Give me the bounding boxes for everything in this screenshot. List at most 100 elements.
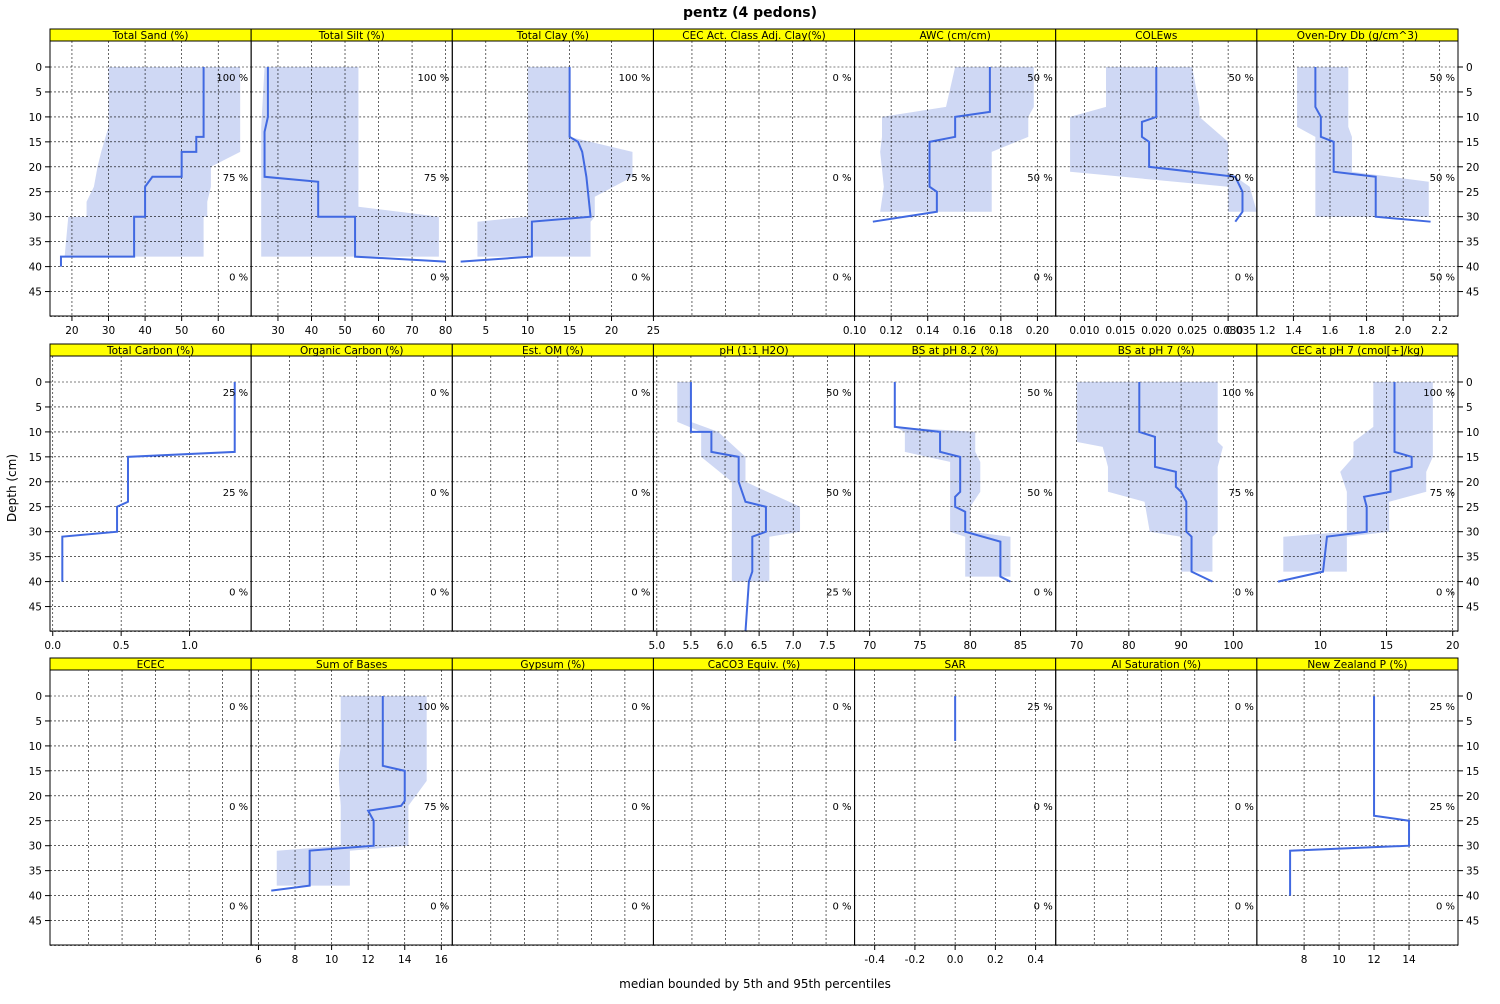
median-line	[689, 382, 767, 632]
percentile-band	[1283, 382, 1433, 572]
data-coverage-label: 50 %	[826, 488, 851, 499]
y-tick-label: 5	[35, 402, 42, 414]
panel-strip-label: Total Sand (%)	[112, 30, 189, 42]
y-tick-label: 15	[1466, 766, 1479, 778]
percentile-band	[276, 696, 427, 886]
panel-strip-label: New Zealand P (%)	[1307, 659, 1407, 671]
data-coverage-label: 0 %	[1034, 802, 1053, 813]
percentile-band	[1070, 67, 1257, 212]
y-tick-label: 35	[29, 552, 42, 564]
y-tick-label: 20	[29, 791, 42, 803]
data-coverage-label: 75 %	[424, 802, 449, 813]
data-coverage-label: 0 %	[229, 588, 248, 599]
x-tick-label: 0.0	[947, 954, 964, 966]
y-tick-label: 20	[1466, 162, 1479, 174]
panels-layer: Total Sand (%)100 %75 %0 %20 30 40 50 60Tota…	[29, 28, 1479, 966]
data-coverage-label: 0 %	[430, 902, 449, 913]
data-coverage-label: 0 %	[833, 902, 852, 913]
y-tick-label: 15	[29, 766, 42, 778]
panel-19: SAR 25 % 0 % 0 % -0.4 -0.2 0.0 0.2 0.4	[854, 657, 1057, 966]
data-coverage-label: 0 %	[229, 702, 248, 713]
y-tick-label: 20	[29, 477, 42, 489]
data-coverage-label: 0 %	[1436, 588, 1455, 599]
y-tick-label: 35	[1466, 237, 1479, 249]
x-tick-label: 12	[1367, 954, 1380, 966]
x-tick-label: 20	[1446, 640, 1459, 652]
y-tick-label: 30	[1466, 527, 1479, 539]
panel-strip-label: Est. OM (%)	[522, 345, 584, 357]
panel-border	[652, 669, 856, 946]
x-tick-label: 100	[1223, 640, 1243, 652]
panel-border	[49, 669, 252, 946]
y-tick-label: 30	[29, 841, 42, 853]
data-coverage-label: 0 %	[229, 802, 248, 813]
panel-strip-label: Gypsum (%)	[520, 659, 585, 671]
panel-strip-label: Total Carbon (%)	[106, 345, 194, 357]
y-tick-label: 40	[1466, 262, 1479, 274]
data-coverage-label: 100 %	[418, 702, 450, 713]
data-coverage-label: 50 %	[1430, 73, 1455, 84]
panel-4: CEC Act. Class Adj. Clay(%) 0 % 0 % 0 %	[652, 28, 856, 317]
panel-11: pH (1:1 H2O) 50 % 50 % 25 % 5.0 5.5 6.0 6.5 7.0 7…	[648, 343, 856, 652]
chart-title: pentz (4 pedons)	[683, 5, 817, 21]
data-coverage-label: 50 %	[1228, 73, 1253, 84]
x-tick-label: 80	[439, 325, 452, 337]
x-tick-label: 6.5	[751, 640, 768, 652]
data-coverage-label: 50 %	[1228, 173, 1253, 184]
data-coverage-label: 0 %	[631, 388, 650, 399]
data-coverage-label: 0 %	[430, 588, 449, 599]
data-coverage-label: 0 %	[833, 702, 852, 713]
y-tick-label: 30	[29, 527, 42, 539]
x-tick-label: 14	[398, 954, 412, 966]
median-line	[271, 696, 406, 892]
y-tick-label: 5	[35, 716, 42, 728]
y-tick-label: 10	[1466, 741, 1479, 753]
percentile-band	[894, 382, 1011, 577]
panel-strip-label: Al Saturation (%)	[1111, 659, 1201, 671]
data-coverage-label: 0 %	[833, 273, 852, 284]
x-tick-label: 7.5	[819, 640, 836, 652]
y-tick-label: 5	[1466, 402, 1473, 414]
panel-strip-label: Total Clay (%)	[516, 30, 589, 42]
x-tick-label: 0.18	[989, 325, 1012, 337]
panel-7: Oven-Dry Db (g/cm^3) 50 % 50 % 50 % 1.4 1.6 1.…	[1256, 28, 1459, 337]
x-tick-label: 0.035	[1226, 325, 1256, 337]
panel-5: AWC (cm/cm) 50 % 50 % 0 % 0.10 0.12 0.14 0.16 0.…	[843, 28, 1057, 337]
x-tick-label: 0.10	[843, 325, 866, 337]
x-tick-label: 5.0	[648, 640, 665, 652]
data-coverage-label: 0 %	[631, 702, 650, 713]
data-coverage-label: 25 %	[1027, 702, 1052, 713]
x-tick-label: 70	[405, 325, 418, 337]
y-tick-label: 30	[1466, 841, 1479, 853]
panel-strip-label: CEC at pH 7 (cmol[+]/kg)	[1291, 345, 1424, 357]
panel-border	[49, 355, 252, 632]
data-coverage-label: 0 %	[1034, 588, 1053, 599]
median-line	[460, 67, 592, 263]
panel-strip-label: Sum of Bases	[316, 659, 387, 671]
y-tick-label: 25	[29, 187, 42, 199]
x-tick-label: 10	[521, 325, 534, 337]
data-coverage-label: 0 %	[631, 273, 650, 284]
y-tick-label: 15	[29, 137, 42, 149]
panel-21: New Zealand P (%) 25 % 25 % 0 % 8 10 12 14	[1256, 657, 1459, 966]
y-tick-label: 15	[1466, 452, 1479, 464]
x-tick-label: 85	[1014, 640, 1027, 652]
data-coverage-label: 0 %	[631, 588, 650, 599]
x-tick-label: 0.20	[1026, 325, 1049, 337]
y-tick-label: 45	[29, 916, 42, 928]
x-tick-label: 8	[1301, 954, 1308, 966]
x-tick-label: 50	[175, 325, 188, 337]
x-tick-label: 0.5	[113, 640, 130, 652]
x-tick-label: 10	[325, 954, 338, 966]
median-line	[872, 67, 991, 223]
y-tick-label: 35	[1466, 866, 1479, 878]
y-tick-label: 0	[1466, 62, 1473, 74]
y-tick-label: 25	[1466, 187, 1479, 199]
data-coverage-label: 75 %	[223, 173, 248, 184]
x-tick-label: 15	[563, 325, 576, 337]
y-tick-label: 0	[35, 62, 42, 74]
panel-10: Est. OM (%) 0 % 0 % 0 %	[451, 343, 654, 632]
x-tick-label: 0.4	[1027, 954, 1044, 966]
data-coverage-label: 0 %	[833, 802, 852, 813]
